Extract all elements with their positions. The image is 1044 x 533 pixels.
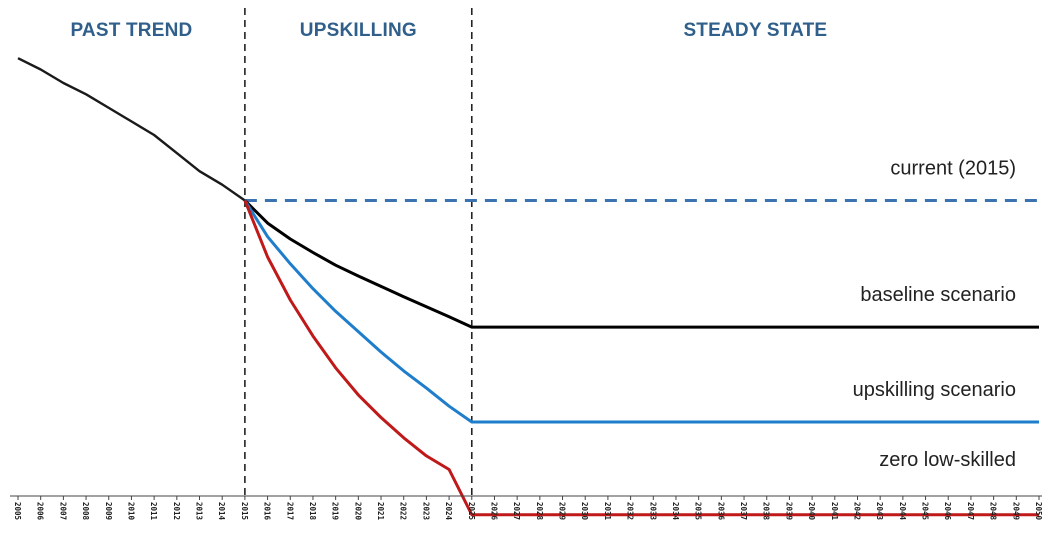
- series-label-current-2015: current (2015): [890, 158, 1016, 180]
- x-tick-label-2020: 2020: [353, 502, 362, 521]
- series-line-zero-low-skilled: [243, 199, 1039, 517]
- x-tick-label-2042: 2042: [852, 502, 861, 520]
- x-tick-label-2031: 2031: [603, 502, 612, 521]
- x-tick-label-2021: 2021: [376, 502, 385, 521]
- x-tick-label-2008: 2008: [81, 502, 90, 521]
- x-tick-label-2007: 2007: [58, 502, 67, 520]
- x-tick-label-2040: 2040: [807, 502, 816, 521]
- x-tick-label-2017: 2017: [285, 502, 294, 520]
- phase-label-3: STEADY STATE: [683, 20, 827, 41]
- x-tick-label-2009: 2009: [104, 502, 113, 521]
- phase-label-1: PAST TREND: [70, 20, 192, 41]
- x-tick-label-2023: 2023: [421, 502, 430, 521]
- x-tick-label-2012: 2012: [172, 502, 181, 520]
- x-tick-label-2006: 2006: [36, 502, 45, 521]
- series-label-baseline-scenario: baseline scenario: [860, 284, 1016, 306]
- x-tick-label-2038: 2038: [762, 502, 771, 521]
- x-tick-label-2016: 2016: [263, 502, 272, 521]
- x-tick-label-2025: 2025: [467, 502, 476, 520]
- x-tick-label-2035: 2035: [694, 502, 703, 520]
- x-tick-label-2014: 2014: [217, 502, 226, 521]
- x-tick-label-2011: 2011: [149, 502, 158, 521]
- x-tick-label-2026: 2026: [489, 502, 498, 521]
- x-tick-label-2045: 2045: [921, 502, 930, 520]
- series-line-upskilling-scenario: [243, 199, 1039, 424]
- series-line-baseline-scenario: [243, 199, 1039, 329]
- x-tick-label-2033: 2033: [648, 502, 657, 521]
- x-tick-label-2013: 2013: [195, 502, 204, 521]
- x-tick-label-2041: 2041: [830, 502, 839, 521]
- x-tick-label-2036: 2036: [716, 502, 725, 521]
- x-tick-label-2050: 2050: [1034, 502, 1043, 521]
- x-tick-label-2032: 2032: [626, 502, 635, 520]
- x-tick-label-2005: 2005: [13, 502, 22, 520]
- x-tick-label-2030: 2030: [580, 502, 589, 521]
- x-tick-label-2048: 2048: [989, 502, 998, 521]
- x-tick-label-2022: 2022: [399, 502, 408, 520]
- past-trend-line: [17, 57, 246, 202]
- x-tick-label-2029: 2029: [558, 502, 567, 521]
- x-tick-label-2034: 2034: [671, 502, 680, 521]
- phase-label-2: UPSKILLING: [300, 20, 417, 41]
- x-tick-label-2024: 2024: [444, 502, 453, 521]
- x-tick-label-2027: 2027: [512, 502, 521, 520]
- x-tick-label-2049: 2049: [1011, 502, 1020, 521]
- x-tick-label-2044: 2044: [898, 502, 907, 521]
- x-tick-label-2010: 2010: [126, 502, 135, 521]
- x-tick-label-2043: 2043: [875, 502, 884, 521]
- series-label-zero-low-skilled: zero low-skilled: [879, 449, 1016, 471]
- x-tick-label-2019: 2019: [331, 502, 340, 521]
- x-tick-label-2018: 2018: [308, 502, 317, 521]
- x-tick-label-2037: 2037: [739, 502, 748, 520]
- x-tick-label-2047: 2047: [966, 502, 975, 520]
- x-tick-label-2039: 2039: [784, 502, 793, 521]
- series-label-upskilling-scenario: upskilling scenario: [853, 379, 1016, 401]
- x-tick-label-2015: 2015: [240, 502, 249, 520]
- x-tick-label-2028: 2028: [535, 502, 544, 521]
- x-tick-label-2046: 2046: [943, 502, 952, 521]
